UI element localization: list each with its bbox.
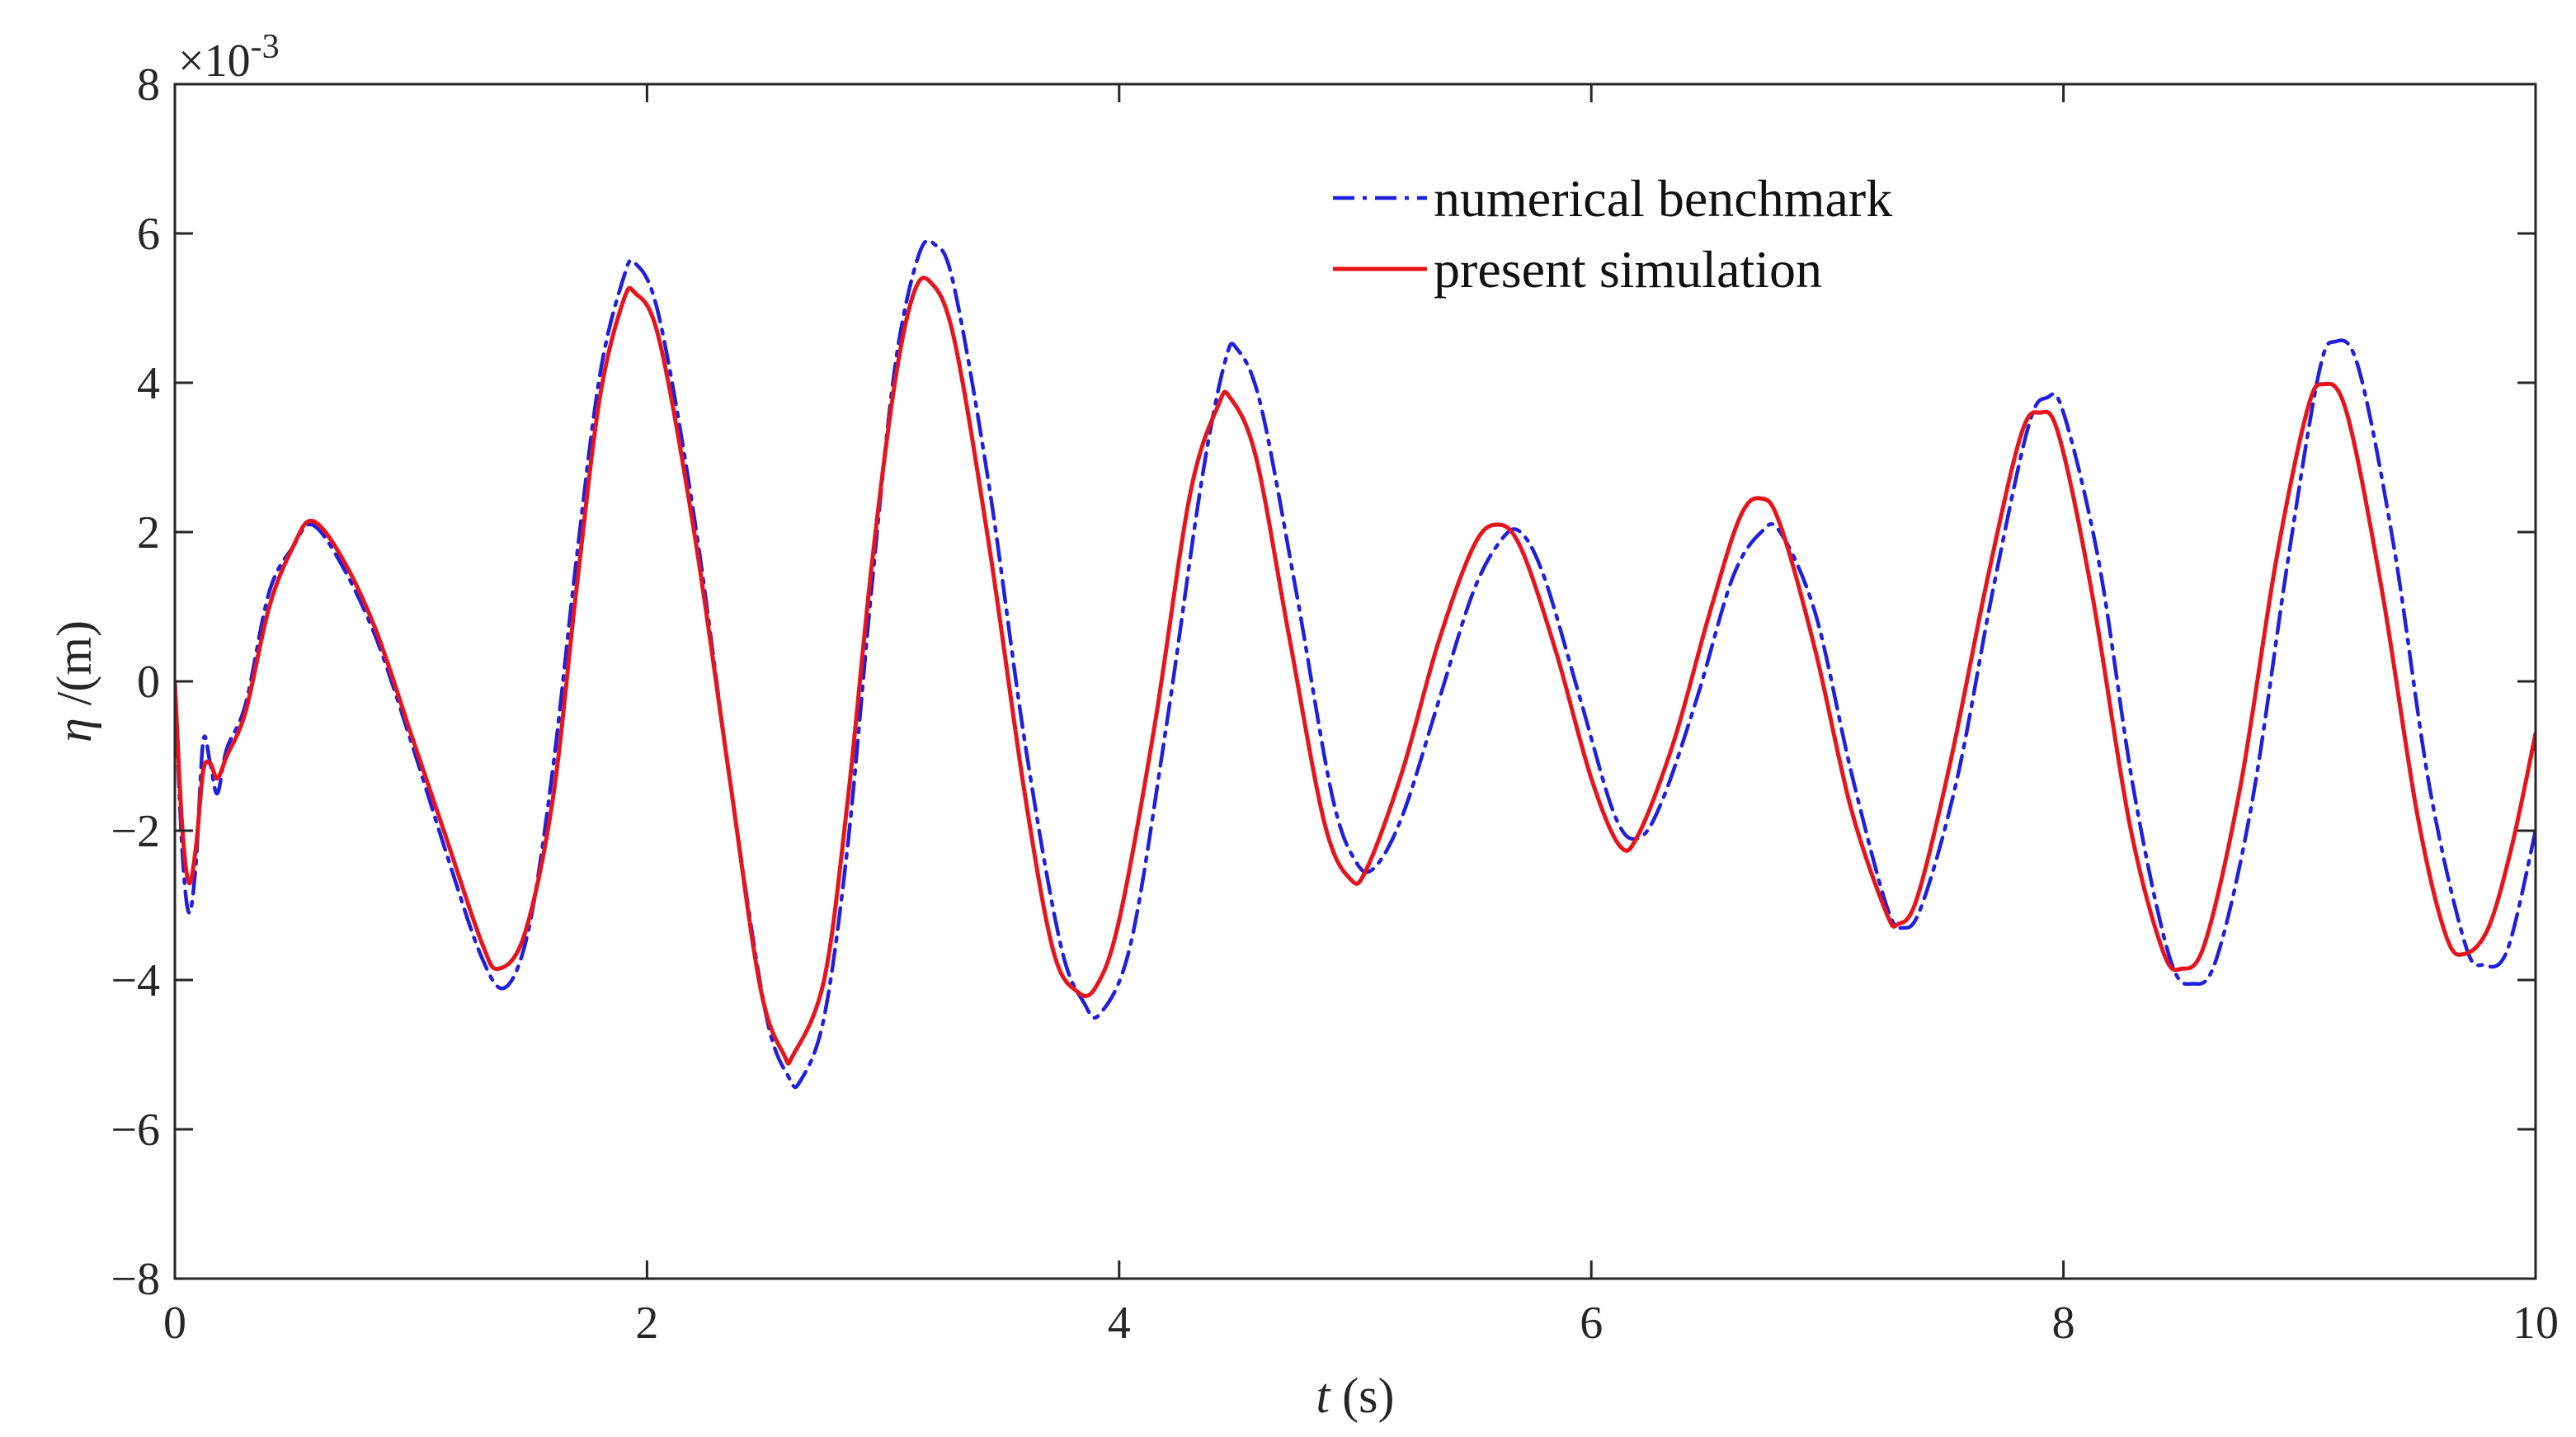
x-tick-label: 4 bbox=[1108, 1298, 1131, 1349]
plot-area bbox=[175, 238, 2536, 1090]
x-tick-label: 2 bbox=[635, 1298, 658, 1349]
x-tick-label: 10 bbox=[2512, 1298, 2559, 1349]
axis-ticks bbox=[173, 82, 2537, 1280]
x-axis-variable: t bbox=[1316, 1369, 1331, 1423]
y-tick-label: −2 bbox=[111, 806, 160, 857]
x-tick-label: 0 bbox=[163, 1298, 186, 1349]
y-axis-multiplier: ×10-3 bbox=[178, 28, 280, 87]
legend-label-numerical-benchmark: numerical benchmark bbox=[1434, 169, 1892, 228]
x-tick-label: 8 bbox=[2052, 1298, 2075, 1349]
y-axis-multiplier-exponent: -3 bbox=[251, 28, 280, 66]
tick-labels: 0 2 4 6 8 10 −8 −6 −4 −2 0 2 4 6 8 bbox=[111, 59, 2559, 1349]
y-tick-label: 8 bbox=[137, 59, 160, 111]
legend-label-present-simulation: present simulation bbox=[1434, 240, 1822, 299]
legend: numerical benchmark present simulation bbox=[1333, 169, 1892, 299]
y-tick-label: 0 bbox=[137, 657, 160, 708]
x-axis-unit: (s) bbox=[1330, 1369, 1394, 1423]
y-axis-unit: /(m) bbox=[47, 620, 101, 718]
x-axis-title: t (s) bbox=[1316, 1369, 1395, 1423]
y-tick-label: −4 bbox=[111, 955, 160, 1006]
y-axis-multiplier-prefix: ×10 bbox=[178, 35, 251, 87]
y-tick-label: 2 bbox=[137, 507, 160, 558]
series-line-present-simulation bbox=[175, 276, 2536, 1066]
series-line-numerical-benchmark bbox=[175, 238, 2536, 1090]
y-tick-label: −8 bbox=[111, 1254, 160, 1305]
y-axis-title: η /(m) bbox=[47, 620, 101, 742]
y-tick-label: 4 bbox=[137, 358, 160, 409]
y-tick-label: 6 bbox=[137, 209, 160, 260]
x-tick-label: 6 bbox=[1580, 1298, 1603, 1349]
y-axis-variable: η bbox=[47, 718, 101, 742]
y-tick-label: −6 bbox=[111, 1105, 160, 1156]
